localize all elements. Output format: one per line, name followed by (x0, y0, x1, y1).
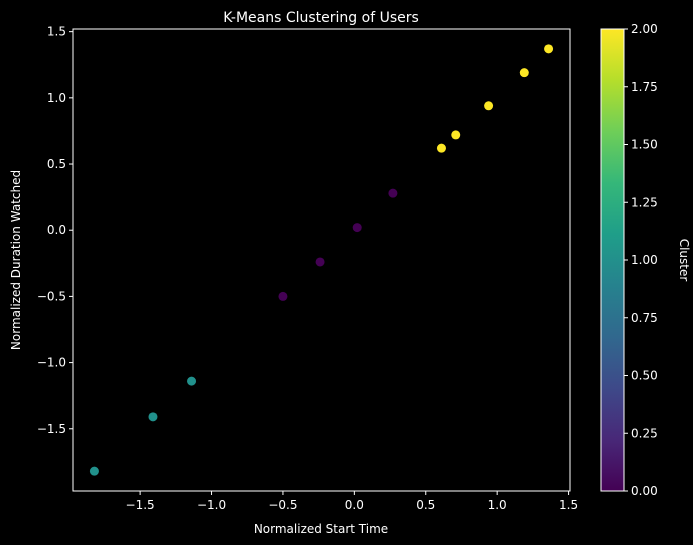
data-point-cluster-2 (436, 143, 446, 153)
colorbar-tick-label: 0.75 (631, 311, 658, 325)
y-tick-label: 0.0 (47, 223, 66, 237)
colorbar (600, 28, 625, 492)
data-point-cluster-0 (315, 257, 325, 267)
data-point-cluster-2 (544, 44, 554, 54)
colorbar-tick-label: 1.00 (631, 253, 658, 267)
x-axis-label: Normalized Start Time (254, 522, 388, 536)
y-tick-label: −0.5 (37, 289, 66, 303)
data-point-cluster-1 (148, 412, 158, 422)
y-tick-label: −1.5 (37, 422, 66, 436)
colorbar-tick-label: 2.00 (631, 22, 658, 36)
data-point-cluster-0 (278, 291, 288, 301)
colorbar-tick-label: 0.00 (631, 484, 658, 498)
x-tick-label: 0.5 (416, 498, 435, 512)
x-tick-label: 1.0 (488, 498, 507, 512)
data-point-cluster-2 (484, 101, 494, 111)
y-axis-label: Normalized Duration Watched (9, 170, 23, 350)
colorbar-tick-label: 1.75 (631, 80, 658, 94)
y-axis: −1.5 −1.0 −0.5 0.0 0.5 1.0 1.5 (37, 25, 73, 436)
y-tick-label: 0.5 (47, 157, 66, 171)
colorbar-tick-label: 1.25 (631, 195, 658, 209)
x-tick-label: 1.5 (559, 498, 578, 512)
x-axis: −1.5 −1.0 −0.5 0.0 0.5 1.0 1.5 (126, 491, 578, 512)
x-tick-label: −1.5 (126, 498, 155, 512)
colorbar-tick-label: 0.25 (631, 426, 658, 440)
y-tick-label: 1.0 (47, 91, 66, 105)
data-point-cluster-0 (388, 188, 398, 198)
data-point-cluster-2 (519, 68, 529, 78)
colorbar-tick-label: 0.50 (631, 369, 658, 383)
data-point-cluster-2 (451, 130, 461, 140)
colorbar-label: Cluster (677, 239, 691, 282)
data-points (89, 44, 554, 476)
x-tick-label: −1.0 (197, 498, 226, 512)
y-tick-label: 1.5 (47, 25, 66, 39)
chart-title: K-Means Clustering of Users (223, 10, 419, 26)
x-tick-label: −0.5 (268, 498, 297, 512)
colorbar-axis: 0.00 0.25 0.50 0.75 1.00 1.25 1.50 1.75 2.00 (624, 22, 658, 498)
data-point-cluster-1 (89, 466, 99, 476)
x-tick-label: 0.0 (345, 498, 364, 512)
data-point-cluster-1 (187, 376, 197, 386)
y-tick-label: −1.0 (37, 356, 66, 370)
colorbar-tick-label: 1.50 (631, 138, 658, 152)
data-point-cluster-0 (352, 223, 362, 233)
